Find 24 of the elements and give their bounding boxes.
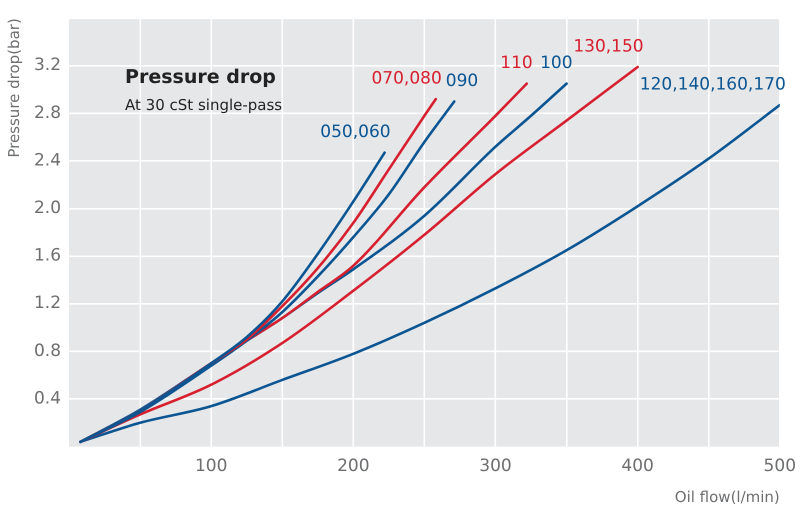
- y-tick-label: 1.6: [34, 246, 62, 266]
- y-tick-label: 3.2: [34, 55, 62, 76]
- x-tick-label: 300: [479, 456, 512, 476]
- series-label: 100: [540, 53, 573, 74]
- text: Pressure drop: [125, 66, 276, 88]
- series-label: 120,140,160,170: [640, 74, 786, 94]
- y-tick-label: 2.8: [34, 102, 62, 123]
- text: At 30 cSt single-pass: [125, 96, 282, 114]
- series-label: 130,150: [573, 36, 644, 56]
- series-label: 110: [500, 53, 533, 74]
- y-tick-label: 2.0: [34, 198, 62, 218]
- y-tick-label: 2.4: [34, 150, 62, 170]
- y-tick-label: 0.4: [34, 388, 62, 408]
- y-tick-label: 1.2: [34, 293, 62, 314]
- y-tick-label: 0.8: [34, 340, 62, 361]
- series-label: 090: [446, 70, 478, 91]
- x-tick-label: 500: [764, 456, 796, 476]
- x-tick-label: 400: [621, 456, 654, 476]
- x-tick-label: 100: [194, 456, 228, 476]
- x-tick-label: 200: [337, 456, 370, 476]
- series-label: 070,080: [371, 68, 442, 89]
- y-axis-title: Pressure drop(bar): [4, 18, 23, 158]
- series-label: 050,060: [320, 122, 391, 142]
- x-axis-title: Oil flow(l/min): [674, 488, 780, 506]
